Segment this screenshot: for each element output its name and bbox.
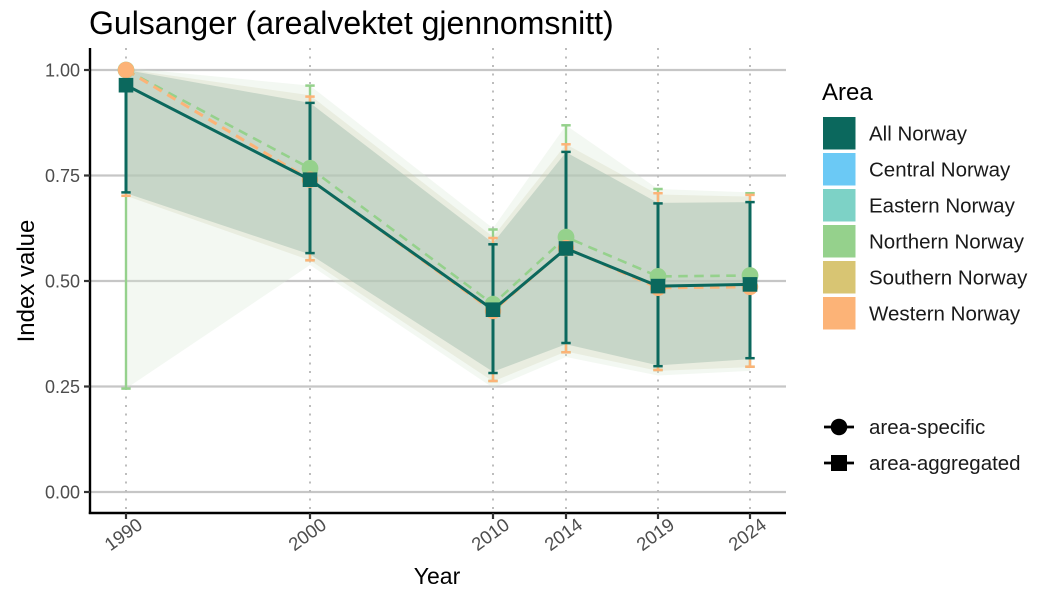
svg-text:1.00: 1.00 bbox=[45, 61, 80, 81]
svg-text:0.00: 0.00 bbox=[45, 483, 80, 503]
svg-text:All Norway: All Norway bbox=[869, 123, 968, 146]
svg-text:Year: Year bbox=[414, 563, 461, 589]
svg-text:0.50: 0.50 bbox=[45, 272, 80, 292]
svg-text:Western Norway: Western Norway bbox=[869, 303, 1021, 326]
svg-text:area-aggregated: area-aggregated bbox=[869, 452, 1021, 475]
svg-text:0.25: 0.25 bbox=[45, 377, 80, 397]
svg-text:Index value: Index value bbox=[13, 220, 40, 343]
svg-text:Northern Norway: Northern Norway bbox=[869, 231, 1025, 254]
svg-text:area-specific: area-specific bbox=[869, 416, 985, 439]
svg-text:Area: Area bbox=[822, 79, 873, 106]
svg-text:Central Norway: Central Norway bbox=[869, 159, 1011, 182]
svg-text:0.75: 0.75 bbox=[45, 166, 80, 186]
svg-text:Eastern Norway: Eastern Norway bbox=[869, 195, 1016, 218]
svg-text:Gulsanger (arealvektet gjennom: Gulsanger (arealvektet gjennomsnitt) bbox=[89, 5, 614, 41]
svg-text:Southern Norway: Southern Norway bbox=[869, 267, 1028, 290]
